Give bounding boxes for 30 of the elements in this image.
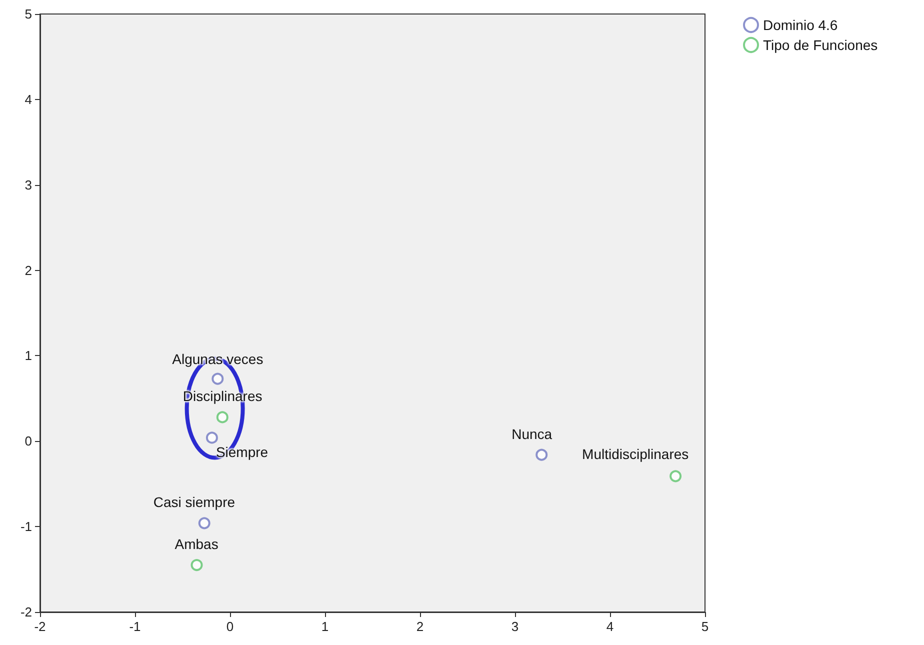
- y-tick-label: 2: [24, 262, 32, 278]
- y-tick-label: -1: [20, 519, 32, 534]
- annotation: Ambas: [174, 536, 218, 552]
- y-tick-label: 4: [24, 92, 32, 107]
- annotation: Casi siempre: [153, 494, 236, 510]
- x-tick-label: 2: [416, 619, 424, 634]
- point: [198, 517, 210, 530]
- y-tick-label: 1: [24, 348, 32, 364]
- y-tick-label: 5: [24, 6, 32, 22]
- annotation: Nunca: [512, 426, 552, 442]
- x-tick-label: -2: [34, 619, 46, 634]
- legend-label: Dominio 4.6: [763, 17, 838, 33]
- y-tick-label: 3: [24, 177, 32, 192]
- x-tick-label: 5: [701, 619, 709, 634]
- annotation: Algunas veces: [172, 350, 264, 367]
- point: [190, 559, 203, 572]
- y-tick-label: 0: [24, 434, 32, 449]
- x-tick-label: -1: [129, 619, 141, 634]
- x-tick-label: 4: [606, 619, 614, 634]
- x-tick-label: 1: [321, 619, 329, 634]
- point: [670, 470, 682, 482]
- x-tick-label: 0: [226, 619, 234, 634]
- point: [216, 411, 228, 424]
- point: [536, 448, 548, 461]
- y-tick-label: -2: [20, 604, 32, 620]
- x-tick-label: 3: [511, 619, 519, 634]
- point: [206, 432, 218, 444]
- point: [212, 372, 224, 385]
- legend-label: Tipo de Funciones: [763, 37, 878, 53]
- annotation: Multidisciplinares: [582, 446, 689, 462]
